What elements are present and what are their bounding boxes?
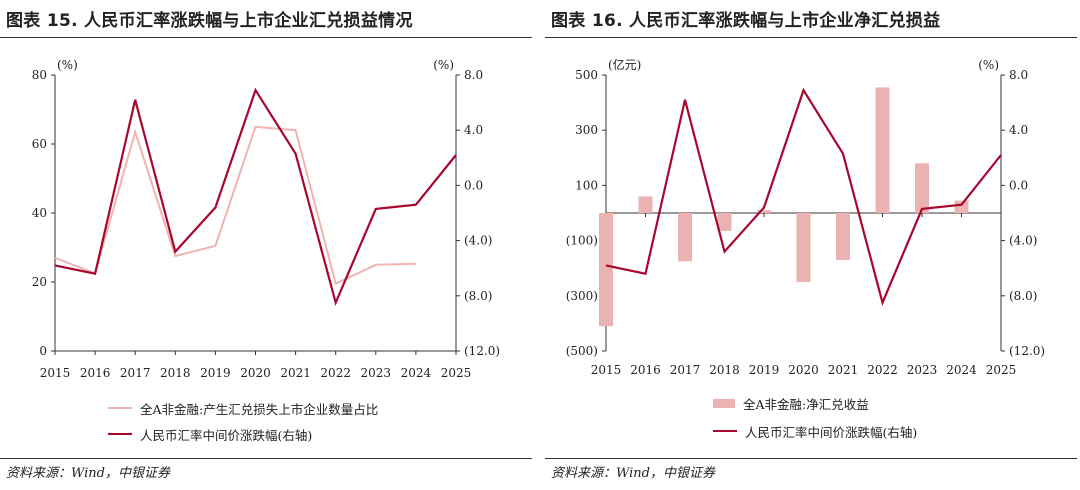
left-tick-label: 100 [575,178,598,192]
bar-2024 [954,200,969,213]
legend-swatch-rmb-rate-right [713,430,737,432]
right-tick-label: (4.0) [1009,234,1037,248]
left-chart-panel: 图表 15. 人民币汇率涨跌幅与上市企业汇兑损益情况 (%) (%) 0 20 40 60… [0,0,532,490]
legend-item-rmb-rate-right: 人民币汇率中间价涨跌幅(右轴) [713,421,917,441]
x-tick-label: 2018 [709,363,740,377]
series-line-0 [54,125,416,286]
left-chart-legend: 全A非金融:产生汇兑损失上市企业数量占比 人民币汇率中间价涨跌幅(右轴) [108,398,378,450]
legend-label-rmb-rate-right: 人民币汇率中间价涨跌幅(右轴) [745,424,918,440]
legend-swatch-loss-ratio [108,407,132,409]
bar-2023 [915,163,929,213]
left-tick-label: (100) [566,234,598,248]
x-tick-label: 2017 [120,366,151,380]
right-tick-label: 4.0 [1009,123,1028,137]
bar-2017 [678,213,692,262]
right-tick-label: (12.0) [1009,344,1045,358]
bar-2019 [757,210,771,213]
right-axis-unit: (%) [978,58,999,72]
x-tick-label: 2018 [160,366,191,380]
right-tick-label: 4.0 [464,123,483,137]
right-tick-label: (12.0) [464,344,500,358]
right-chart-legend: 全A非金融:净汇兑收益 人民币汇率中间价涨跌幅(右轴) [713,393,917,447]
x-tick-label: 2025 [986,363,1017,377]
x-tick-label: 2024 [401,366,432,380]
x-tick-label: 2020 [240,366,271,380]
x-tick-label: 2020 [788,363,819,377]
right-tick-label: 8.0 [464,68,483,82]
right-tick-label: 8.0 [1009,68,1028,82]
left-tick-label: 300 [575,123,598,137]
left-chart-title: 图表 15. 人民币汇率涨跌幅与上市企业汇兑损益情况 [6,11,413,31]
left-tick-label: (500) [566,344,598,358]
legend-label-rmb-rate: 人民币汇率中间价涨跌幅(右轴) [140,427,313,443]
legend-label-loss-ratio: 全A非金融:产生汇兑损失上市企业数量占比 [140,401,379,417]
right-chart-title: 图表 16. 人民币汇率涨跌幅与上市企业净汇兑损益 [551,11,941,31]
right-chart-panel: 图表 16. 人民币汇率涨跌幅与上市企业净汇兑损益 (亿元) (%) 500 300 1… [545,0,1077,490]
left-source-note: 资料来源：Wind，中银证券 [6,466,170,481]
legend-swatch-rmb-rate [108,433,132,435]
x-tick-label: 2025 [441,366,472,380]
left-tick-label: 20 [32,275,47,289]
right-tick-label: 0.0 [464,178,483,192]
bar-2021 [836,213,850,260]
legend-item-rmb-rate: 人民币汇率中间价涨跌幅(右轴) [108,424,378,444]
left-tick-label: 0 [39,344,47,358]
x-tick-label: 2017 [670,363,701,377]
left-tick-label: (300) [566,289,598,303]
left-chart-plot: (%) (%) 0 20 40 60 80 8.0 4.0 0.0 (4.0) (8.0) (12.0)… [32,58,500,380]
right-source-note: 资料来源：Wind，中银证券 [551,466,715,481]
bar-2015 [599,213,613,327]
bar-2016 [638,196,653,213]
x-tick-label: 2019 [200,366,231,380]
right-tick-label: (8.0) [464,289,492,303]
legend-swatch-net-fx-gain [713,398,735,408]
series-line-1 [605,87,1002,307]
bar-2018 [717,213,732,231]
bar-2020 [796,213,811,282]
x-tick-label: 2021 [828,363,859,377]
x-tick-label: 2024 [946,363,977,377]
x-tick-label: 2016 [630,363,661,377]
right-chart-plot: (亿元) (%) 500 300 100 (100) (300) (500) 8.0 4.0 0.0… [566,57,1045,377]
legend-item-net-fx-gain: 全A非金融:净汇兑收益 [713,393,917,413]
x-tick-label: 2019 [749,363,780,377]
right-tick-label: (4.0) [464,234,492,248]
x-tick-label: 2023 [361,366,392,380]
left-axis-unit: (亿元) [608,57,641,72]
x-tick-label: 2015 [40,366,71,380]
legend-label-net-fx-gain: 全A非金融:净汇兑收益 [743,396,869,412]
right-title-divider [545,37,1077,38]
x-tick-label: 2022 [867,363,898,377]
right-axis-unit: (%) [433,58,454,72]
right-tick-label: 0.0 [1009,178,1028,192]
left-tick-label: 60 [32,137,47,151]
x-tick-label: 2021 [280,366,311,380]
right-source-divider [545,458,1077,459]
left-tick-label: 500 [575,68,598,82]
x-tick-label: 2022 [320,366,351,380]
left-source-divider [0,458,532,459]
legend-item-loss-ratio: 全A非金融:产生汇兑损失上市企业数量占比 [108,398,378,418]
left-axis-unit: (%) [57,58,78,72]
series-line-1 [54,87,457,307]
left-title-divider [0,37,532,38]
x-tick-label: 2016 [80,366,111,380]
right-tick-label: (8.0) [1009,289,1037,303]
bar-2022 [875,87,890,213]
left-tick-label: 40 [32,206,47,220]
x-tick-label: 2023 [907,363,938,377]
left-tick-label: 80 [32,68,47,82]
x-tick-label: 2015 [591,363,622,377]
